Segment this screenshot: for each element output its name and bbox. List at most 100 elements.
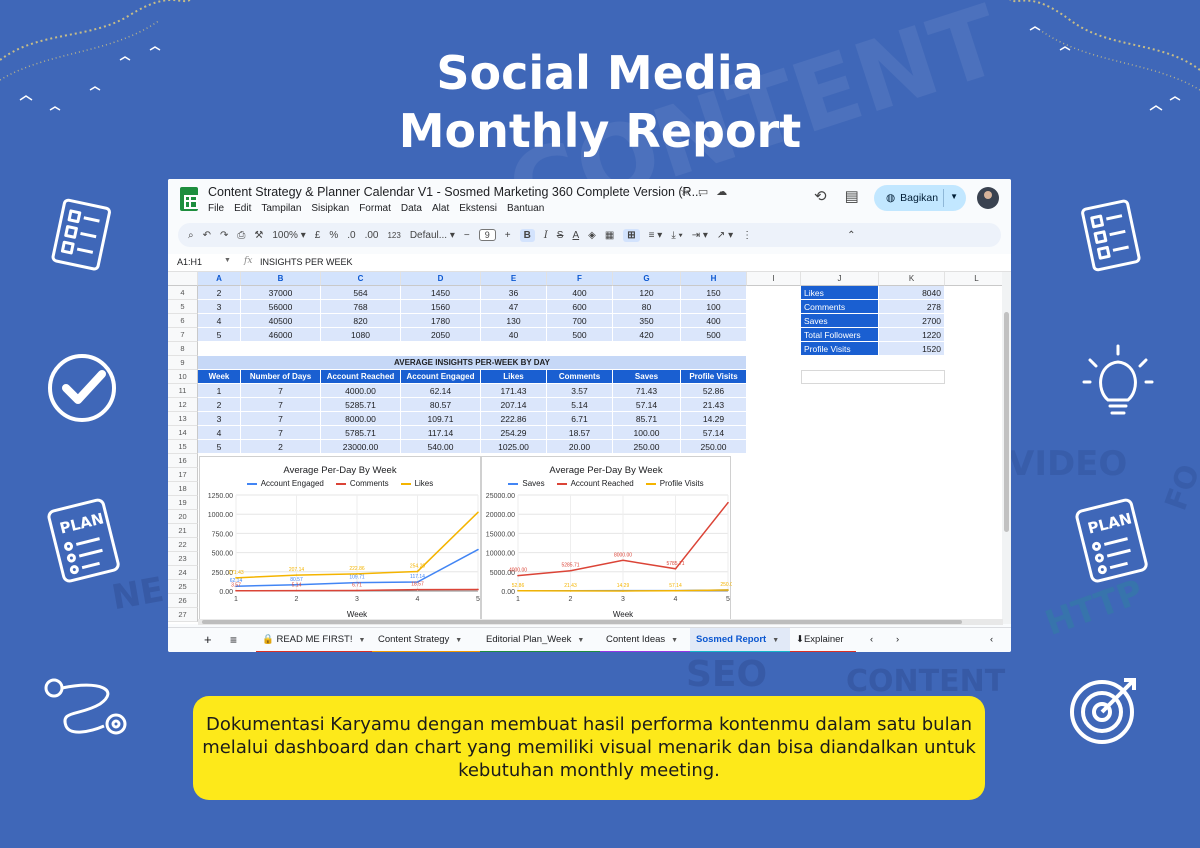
sheets-logo-icon[interactable]	[180, 187, 198, 211]
paint-format-icon[interactable]: ⚒	[254, 229, 264, 241]
data-cell[interactable]: 40	[481, 328, 547, 342]
avg-data-cell[interactable]: 3.57	[547, 384, 613, 398]
summary-label-cell[interactable]: Total Followers	[801, 328, 879, 342]
font-size-decrease-icon[interactable]: −	[463, 229, 470, 241]
explore-collapse-icon[interactable]: ‹	[990, 634, 994, 645]
avg-data-cell[interactable]: 540.00	[401, 440, 481, 454]
currency-button[interactable]: £	[314, 229, 321, 241]
row-header-23[interactable]: 23	[168, 552, 198, 566]
menu-tools[interactable]: Alat	[432, 203, 450, 214]
number-format-button[interactable]: 123	[387, 230, 401, 240]
row-header-4[interactable]: 4	[168, 286, 198, 300]
text-rotation-icon[interactable]: ↗ ▾	[716, 229, 734, 241]
avg-data-cell[interactable]: 1025.00	[481, 440, 547, 454]
summary-label-cell[interactable]: Saves	[801, 314, 879, 328]
legend-entry[interactable]: Likes	[400, 479, 433, 488]
data-cell[interactable]: 1560	[401, 300, 481, 314]
line-chart-2[interactable]: Average Per-Day By Week Saves Account Reac…	[481, 456, 732, 624]
print-icon[interactable]: ⎙	[237, 229, 246, 241]
avg-data-cell[interactable]: 14.29	[681, 412, 747, 426]
menu-extensions[interactable]: Ekstensi	[459, 203, 498, 214]
share-dropdown-icon[interactable]: ▼	[950, 192, 958, 201]
column-header-k[interactable]: K	[879, 272, 945, 286]
data-cell[interactable]: 500	[681, 328, 747, 342]
sheet-tab-menu-icon[interactable]: ▼	[671, 637, 679, 644]
scroll-tabs-left-icon[interactable]: ‹	[870, 634, 874, 645]
empty-cell-j10[interactable]	[801, 370, 945, 384]
data-cell[interactable]: 1450	[401, 286, 481, 300]
avg-data-cell[interactable]: 2	[198, 398, 241, 412]
sheet-tab-sosmed-report[interactable]: Sosmed Report ▼	[690, 628, 790, 652]
data-cell[interactable]: 600	[547, 300, 613, 314]
avg-data-cell[interactable]: 57.14	[681, 426, 747, 440]
data-cell[interactable]: 56000	[241, 300, 321, 314]
row-header-19[interactable]: 19	[168, 496, 198, 510]
row-header-22[interactable]: 22	[168, 538, 198, 552]
row-header-16[interactable]: 16	[168, 454, 198, 468]
data-cell[interactable]: 400	[681, 314, 747, 328]
column-header-e[interactable]: E	[481, 272, 547, 286]
row-header-11[interactable]: 11	[168, 384, 198, 398]
data-cell[interactable]: 420	[613, 328, 681, 342]
bold-button[interactable]: B	[519, 228, 535, 242]
name-box[interactable]: A1:H1	[177, 257, 203, 267]
avg-data-cell[interactable]: 5	[198, 440, 241, 454]
legend-entry[interactable]: Saves	[508, 479, 545, 488]
legend-entry[interactable]: Account Engaged	[246, 479, 324, 488]
data-cell[interactable]: 500	[547, 328, 613, 342]
row-header-6[interactable]: 6	[168, 314, 198, 328]
row-header-8[interactable]: 8	[168, 342, 198, 356]
horizontal-align-icon[interactable]: ≡ ▾	[648, 229, 663, 241]
document-title[interactable]: Content Strategy & Planner Calendar V1 -…	[208, 185, 703, 199]
sheet-tab-menu-icon[interactable]: ▼	[455, 637, 463, 644]
avg-header-cell[interactable]: Week	[198, 370, 241, 384]
comments-icon[interactable]: ▤	[844, 188, 859, 205]
avg-data-cell[interactable]: 1	[198, 384, 241, 398]
avg-data-cell[interactable]: 4000.00	[321, 384, 401, 398]
summary-value-cell[interactable]: 8040	[879, 286, 945, 300]
sheet-tab-menu-icon[interactable]: ▼	[577, 637, 585, 644]
avg-header-cell[interactable]: Account Reached	[321, 370, 401, 384]
column-header-j[interactable]: J	[801, 272, 879, 286]
row-header-20[interactable]: 20	[168, 510, 198, 524]
menu-format[interactable]: Format	[359, 203, 391, 214]
sheet-tab-menu-icon[interactable]: ▼	[358, 637, 366, 644]
data-cell[interactable]: 80	[613, 300, 681, 314]
sheet-tab-content-strategy[interactable]: Content Strategy ▼	[372, 628, 480, 652]
avg-data-cell[interactable]: 7	[241, 426, 321, 440]
sheet-tab-content-ideas[interactable]: Content Ideas ▼	[600, 628, 690, 652]
summary-label-cell[interactable]: Likes	[801, 286, 879, 300]
undo-icon[interactable]: ↶	[202, 229, 211, 241]
avatar[interactable]	[977, 187, 999, 209]
strikethrough-button[interactable]: S	[556, 229, 564, 241]
sheet-tab-explainer[interactable]: ⬇Explainer	[790, 628, 856, 652]
font-select[interactable]: Defaul... ▾	[409, 229, 455, 241]
legend-entry[interactable]: Comments	[335, 479, 389, 488]
data-cell[interactable]: 37000	[241, 286, 321, 300]
avg-header-cell[interactable]: Likes	[481, 370, 547, 384]
row-header-12[interactable]: 12	[168, 398, 198, 412]
summary-value-cell[interactable]: 2700	[879, 314, 945, 328]
summary-value-cell[interactable]: 1520	[879, 342, 945, 356]
summary-value-cell[interactable]: 278	[879, 300, 945, 314]
data-cell[interactable]: 1780	[401, 314, 481, 328]
font-size-increase-icon[interactable]: +	[504, 229, 511, 241]
formula-input[interactable]: INSIGHTS PER WEEK	[260, 257, 353, 267]
menu-view[interactable]: Tampilan	[261, 203, 302, 214]
avg-data-cell[interactable]: 71.43	[613, 384, 681, 398]
percent-button[interactable]: %	[329, 229, 339, 241]
legend-entry[interactable]: Account Reached	[556, 479, 634, 488]
search-icon[interactable]: ⌕	[188, 229, 194, 241]
column-header-l[interactable]: L	[945, 272, 1009, 286]
sheet-tab-menu-icon[interactable]: ▼	[772, 637, 780, 644]
avg-data-cell[interactable]: 8000.00	[321, 412, 401, 426]
share-button[interactable]: ◍ Bagikan ▼	[874, 185, 966, 211]
text-wrap-icon[interactable]: ⇥ ▾	[691, 229, 708, 241]
menu-insert[interactable]: Sisipkan	[311, 203, 350, 214]
data-cell[interactable]: 150	[681, 286, 747, 300]
cell-grid[interactable]: A B C D E F G H I J K L 4 5 6 7 8 9 10 11 12 13 14 15 16 17 18 19 20…	[168, 272, 1011, 624]
column-header-h[interactable]: H	[681, 272, 747, 286]
avg-header-cell[interactable]: Account Engaged	[401, 370, 481, 384]
vertical-scrollbar[interactable]	[1002, 272, 1011, 624]
select-all-corner[interactable]	[168, 272, 198, 286]
